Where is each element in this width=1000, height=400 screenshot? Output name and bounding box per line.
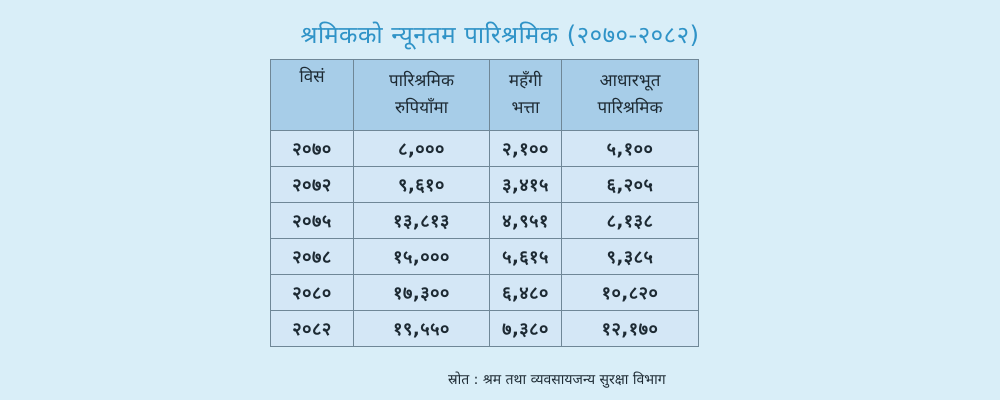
cell-wage: १७,३०० bbox=[353, 274, 490, 311]
cell-basic-wage: ५,१०० bbox=[561, 130, 699, 167]
cell-wage: १५,००० bbox=[353, 238, 490, 275]
header-basic-wage: आधारभूत पारिश्रमिक bbox=[561, 59, 699, 131]
table-row: २०८० १७,३०० ६,४८० १०,८२० bbox=[270, 274, 699, 311]
header-wage-line2: रुपियाँमा bbox=[394, 98, 449, 118]
wage-table: विसं पारिश्रमिक रुपियाँमा महँगी भत्ता आध… bbox=[270, 59, 699, 347]
source-note: स्रोत : श्रम तथा व्यवसायजन्य सुरक्षा विभ… bbox=[448, 372, 666, 388]
table-row: २०७० ८,००० २,१०० ५,१०० bbox=[270, 130, 699, 167]
header-wage: पारिश्रमिक रुपियाँमा bbox=[353, 59, 490, 131]
header-year-label: विसं bbox=[299, 67, 325, 87]
cell-allowance: ३,४१५ bbox=[489, 166, 562, 203]
cell-year: २०७२ bbox=[270, 166, 354, 203]
cell-year: २०७० bbox=[270, 130, 354, 167]
chart-title: श्रमिकको न्यूनतम पारिश्रमिक (२०७०-२०८२) bbox=[300, 21, 700, 49]
table-row: २०८२ १९,५५० ७,३८० १२,१७० bbox=[270, 310, 699, 347]
cell-allowance: ५,६१५ bbox=[489, 238, 562, 275]
table-row: २०७२ ९,६१० ३,४१५ ६,२०५ bbox=[270, 166, 699, 203]
header-basic-line1: आधारभूत bbox=[599, 71, 661, 91]
cell-wage: ८,००० bbox=[353, 130, 490, 167]
cell-year: २०७८ bbox=[270, 238, 354, 275]
cell-basic-wage: ६,२०५ bbox=[561, 166, 699, 203]
header-allowance: महँगी भत्ता bbox=[489, 59, 562, 131]
header-basic-line2: पारिश्रमिक bbox=[597, 98, 663, 118]
header-year: विसं bbox=[270, 59, 354, 131]
header-row: विसं पारिश्रमिक रुपियाँमा महँगी भत्ता आध… bbox=[270, 59, 699, 131]
header-wage-line1: पारिश्रमिक bbox=[388, 71, 455, 91]
cell-allowance: ४,९५१ bbox=[489, 202, 562, 239]
cell-allowance: ७,३८० bbox=[489, 310, 562, 347]
cell-wage: १९,५५० bbox=[353, 310, 490, 347]
cell-wage: १३,८१३ bbox=[353, 202, 490, 239]
cell-year: २०७५ bbox=[270, 202, 354, 239]
table-header: विसं पारिश्रमिक रुपियाँमा महँगी भत्ता आध… bbox=[270, 59, 699, 131]
cell-allowance: ६,४८० bbox=[489, 274, 562, 311]
cell-allowance: २,१०० bbox=[489, 130, 562, 167]
table-row: २०७८ १५,००० ५,६१५ ९,३८५ bbox=[270, 238, 699, 275]
cell-year: २०८२ bbox=[270, 310, 354, 347]
header-allowance-line1: महँगी bbox=[508, 71, 543, 91]
cell-wage: ९,६१० bbox=[353, 166, 490, 203]
table-body: २०७० ८,००० २,१०० ५,१०० २०७२ ९,६१० ३,४१५ … bbox=[270, 130, 699, 347]
cell-year: २०८० bbox=[270, 274, 354, 311]
cell-basic-wage: १२,१७० bbox=[561, 310, 699, 347]
cell-basic-wage: ९,३८५ bbox=[561, 238, 699, 275]
cell-basic-wage: ८,१३८ bbox=[561, 202, 699, 239]
table-row: २०७५ १३,८१३ ४,९५१ ८,१३८ bbox=[270, 202, 699, 239]
header-allowance-line2: भत्ता bbox=[511, 98, 540, 118]
cell-basic-wage: १०,८२० bbox=[561, 274, 699, 311]
